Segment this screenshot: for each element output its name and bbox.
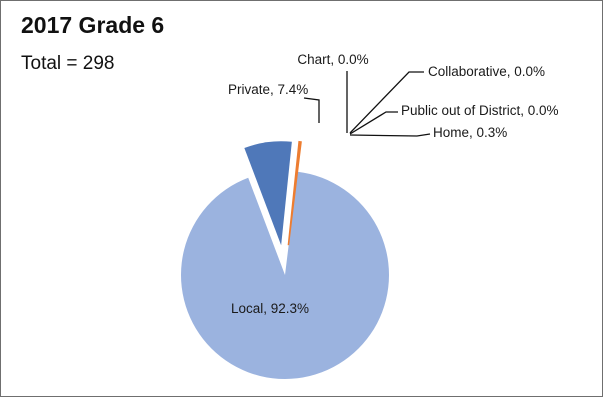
slice-private [244,141,292,246]
label-private: Private, 7.4% [228,82,308,97]
pie-slices [180,140,389,379]
label-chart: Chart, 0.0% [297,52,368,67]
slice-local [180,171,389,379]
total-label: Total = 298 [21,53,115,74]
leader-public-out-of-district [349,111,398,135]
leader-home [349,133,431,137]
label-home: Home, 0.3% [433,125,507,140]
leader-collaborative [349,71,424,134]
label-collaborative: Collaborative, 0.0% [428,64,545,79]
slice-home [287,140,302,246]
label-local: Local, 92.3% [231,301,309,316]
leader-lines [303,71,431,137]
leader-private [303,97,320,123]
label-public-out-of-district: Public out of District, 0.0% [401,103,559,118]
chart-title: 2017 Grade 6 [21,12,165,38]
